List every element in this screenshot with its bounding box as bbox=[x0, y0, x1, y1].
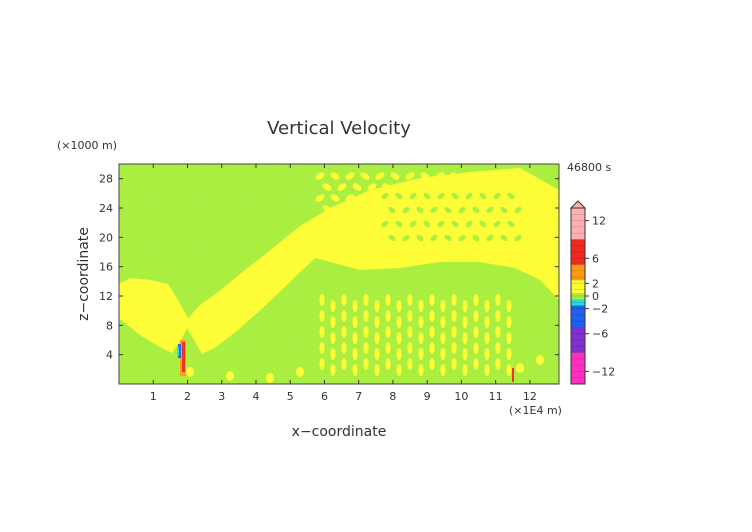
y-tick-label: 8 bbox=[106, 319, 113, 332]
x-unit-label: (×1E4 m) bbox=[509, 404, 562, 417]
colorbar-tick-label: −2 bbox=[592, 303, 608, 316]
x-tick-label: 2 bbox=[184, 390, 191, 403]
colorbar-segment bbox=[571, 208, 585, 240]
y-unit-label: (×1000 m) bbox=[57, 139, 117, 152]
x-tick-label: 3 bbox=[218, 390, 225, 403]
x-tick-label: 5 bbox=[287, 390, 294, 403]
y-tick-label: 28 bbox=[99, 173, 113, 186]
x-axis-label: x−coordinate bbox=[292, 424, 387, 440]
x-tick-label: 1 bbox=[150, 390, 157, 403]
y-axis-label: z−coordinate bbox=[76, 227, 92, 321]
time-label: 46800 s bbox=[567, 161, 611, 174]
x-axis-ticks: 1 2 3 4 5 6 7 8 9 10 11 12 bbox=[150, 164, 537, 403]
chart-title: Vertical Velocity bbox=[267, 118, 411, 139]
y-tick-label: 16 bbox=[99, 261, 113, 274]
x-tick-label: 10 bbox=[454, 390, 468, 403]
x-tick-label: 4 bbox=[252, 390, 259, 403]
colorbar-segment bbox=[571, 305, 585, 328]
colorbar-tick-label: 0 bbox=[592, 290, 599, 303]
colorbar-segment bbox=[571, 327, 585, 353]
colorbar-tick-label: −12 bbox=[592, 365, 615, 378]
colorbar-tick-label: −6 bbox=[592, 328, 608, 341]
colorbar: 12 6 20−2 −6 −12 bbox=[569, 200, 615, 385]
plot-frame bbox=[118, 163, 560, 385]
colorbar-segment bbox=[571, 264, 585, 281]
x-tick-label: 6 bbox=[321, 390, 328, 403]
colorbar-extend-arrow bbox=[569, 200, 587, 209]
x-tick-label: 11 bbox=[489, 390, 503, 403]
y-tick-label: 4 bbox=[106, 349, 113, 362]
y-tick-label: 24 bbox=[99, 202, 113, 215]
y-tick-label: 12 bbox=[99, 290, 113, 303]
colorbar-tick-label: 6 bbox=[592, 252, 599, 265]
colorbar-tick-label: 2 bbox=[592, 277, 599, 290]
colorbar-segment bbox=[571, 292, 585, 300]
colorbar-segment bbox=[571, 352, 585, 384]
heatmap-field bbox=[119, 164, 559, 384]
x-tick-label: 8 bbox=[389, 390, 396, 403]
y-axis-ticks: 4 8 12 16 20 24 28 bbox=[99, 173, 559, 362]
colorbar-segment bbox=[571, 280, 585, 293]
colorbar-tick-label: 12 bbox=[592, 215, 606, 228]
x-tick-label: 9 bbox=[424, 390, 431, 403]
colorbar-segment bbox=[571, 299, 585, 306]
colorbar-segment bbox=[571, 239, 585, 265]
x-tick-label: 12 bbox=[523, 390, 537, 403]
x-tick-label: 7 bbox=[355, 390, 362, 403]
y-tick-label: 20 bbox=[99, 231, 113, 244]
grid-overlay bbox=[119, 164, 559, 384]
